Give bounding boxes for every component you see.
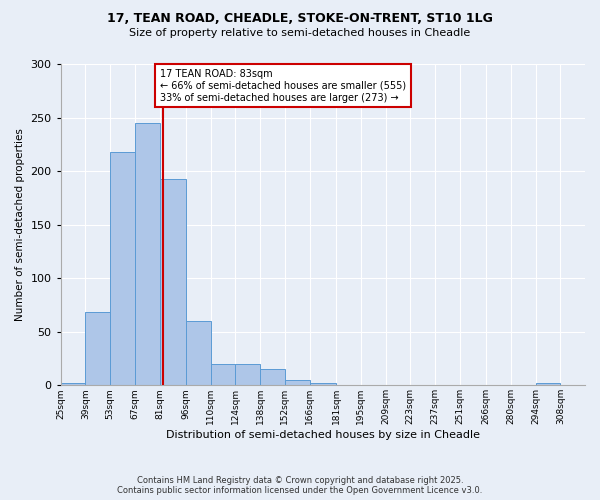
Text: Size of property relative to semi-detached houses in Cheadle: Size of property relative to semi-detach… bbox=[130, 28, 470, 38]
Text: 17 TEAN ROAD: 83sqm
← 66% of semi-detached houses are smaller (555)
33% of semi-: 17 TEAN ROAD: 83sqm ← 66% of semi-detach… bbox=[160, 70, 406, 102]
Bar bbox=[186, 321, 211, 386]
Bar bbox=[310, 383, 336, 386]
Text: Contains HM Land Registry data © Crown copyright and database right 2025.
Contai: Contains HM Land Registry data © Crown c… bbox=[118, 476, 482, 495]
Bar bbox=[160, 178, 186, 386]
Bar bbox=[110, 152, 135, 386]
Bar bbox=[85, 312, 110, 386]
Text: 17, TEAN ROAD, CHEADLE, STOKE-ON-TRENT, ST10 1LG: 17, TEAN ROAD, CHEADLE, STOKE-ON-TRENT, … bbox=[107, 12, 493, 26]
Bar bbox=[536, 383, 560, 386]
Bar bbox=[211, 364, 235, 386]
Bar bbox=[285, 380, 310, 386]
Bar bbox=[61, 383, 85, 386]
X-axis label: Distribution of semi-detached houses by size in Cheadle: Distribution of semi-detached houses by … bbox=[166, 430, 480, 440]
Y-axis label: Number of semi-detached properties: Number of semi-detached properties bbox=[15, 128, 25, 321]
Bar bbox=[235, 364, 260, 386]
Bar bbox=[135, 123, 160, 386]
Bar bbox=[260, 369, 285, 386]
